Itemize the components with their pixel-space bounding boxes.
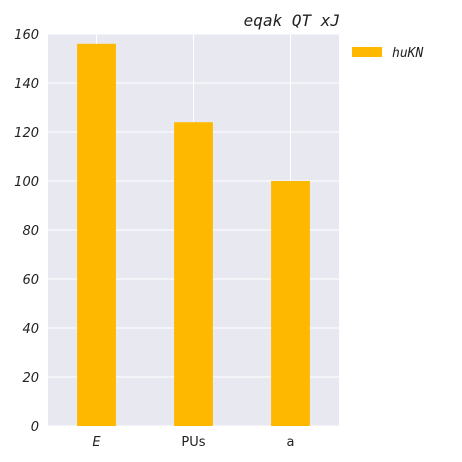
y-tick-label: 80 bbox=[22, 224, 39, 239]
x-axis-tick-labels: E PUs a bbox=[92, 435, 294, 450]
y-tick-label: 60 bbox=[22, 273, 39, 288]
bar-pus bbox=[174, 122, 213, 426]
x-tick-label: a bbox=[287, 435, 295, 450]
bar-e bbox=[77, 43, 116, 427]
x-tick-label: E bbox=[92, 435, 101, 450]
y-tick-label: 20 bbox=[22, 371, 39, 386]
legend-swatch bbox=[352, 47, 382, 57]
y-tick-label: 160 bbox=[14, 28, 39, 43]
y-tick-label: 0 bbox=[31, 420, 39, 435]
y-tick-label: 100 bbox=[14, 175, 39, 190]
y-tick-label: 40 bbox=[22, 322, 39, 337]
bar-a bbox=[271, 181, 310, 426]
legend-label: huKN bbox=[392, 46, 423, 61]
y-tick-label: 140 bbox=[14, 77, 39, 92]
chart-title: eqak QT xJ bbox=[244, 11, 340, 30]
legend: huKN bbox=[352, 46, 423, 61]
y-tick-label: 120 bbox=[14, 126, 39, 141]
x-tick-label: PUs bbox=[181, 435, 205, 450]
y-axis-tick-labels: 0 20 40 60 80 100 120 140 160 bbox=[14, 28, 39, 435]
bars bbox=[77, 43, 310, 427]
